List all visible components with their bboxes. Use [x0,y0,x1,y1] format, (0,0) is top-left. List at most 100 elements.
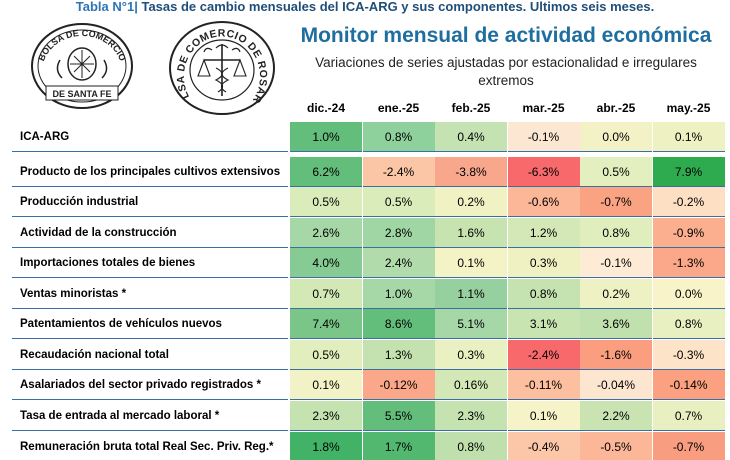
table-row: Recaudación nacional total 0.5% 1.3% 0.3% -2… [12,340,728,370]
row-label: Actividad de la construcción [12,218,290,248]
value-cell: 0.7% [290,279,362,309]
column-header: abr.-25 [596,101,636,115]
value-cell: -0.12% [362,370,435,400]
row-label: Patentamientos de vehículos nuevos [12,309,290,339]
column-header: dic.-24 [306,101,345,115]
value-cell: 2.2% [580,401,652,431]
row-label: Tasa de entrada al mercado laboral * [12,401,290,431]
value-cell: 0.5% [290,187,362,217]
value-cell: -0.1% [507,122,580,152]
value-cell: -0.7% [580,187,652,217]
value-cell: 3.1% [507,309,580,339]
subtitle-line-2: extremos [478,73,534,88]
value-cell: -0.11% [507,370,580,400]
value-cell: -0.6% [507,187,580,217]
value-cell: 6.2% [290,157,362,187]
table-row: Actividad de la construcción 2.6% 2.8% 1.6%… [12,218,728,248]
value-cell: 0.8% [435,432,507,460]
value-cell: -0.14% [652,370,725,400]
value-cell: 0.1% [652,122,725,152]
value-cell: 0.16% [435,370,507,400]
value-cell: 0.5% [580,157,652,187]
value-cell: 0.8% [507,279,580,309]
subtitle-line-1: Variaciones de series ajustadas por esta… [315,55,697,70]
row-label: Asalariados del sector privado registrad… [12,370,290,400]
value-cell: -2.4% [362,157,435,187]
value-cell: 0.1% [435,248,507,278]
value-cell: 4.0% [290,248,362,278]
value-cell: -0.4% [507,432,580,460]
table-row: Remuneración bruta total Real Sec. Priv.… [12,432,728,460]
bolsa-rosario-logo: BOLSA DE COMERCIO DE ROSARIO [160,20,284,116]
column-header: may.-25 [666,101,711,115]
table-row: Tasa de entrada al mercado laboral * 2.3%… [12,401,728,431]
table-row: Patentamientos de vehículos nuevos 7.4% 8.… [12,309,728,339]
table-row: ICA-ARG 1.0% 0.8% 0.4% -0.1% 0.0% 0.1% [12,122,728,152]
table-row: Asalariados del sector privado registrad… [12,370,728,400]
value-cell: 0.7% [652,401,725,431]
column-header: feb.-25 [451,101,491,115]
value-cell: 0.4% [435,122,507,152]
bolsa-santa-fe-logo: BOLSA DE COMERCIO DE SANTA FE [20,20,144,112]
value-cell: 7.4% [290,309,362,339]
value-cell: 0.8% [362,122,435,152]
value-cell: 0.0% [652,279,725,309]
row-label: ICA-ARG [12,122,290,152]
value-cell: -0.3% [652,340,725,370]
value-cell: -6.3% [507,157,580,187]
value-cell: 5.5% [362,401,435,431]
value-cell: 1.1% [435,279,507,309]
value-cell: -2.4% [507,340,580,370]
column-header: mar.-25 [522,101,565,115]
row-label: Importaciones totales de bienes [12,248,290,278]
value-cell: 3.6% [580,309,652,339]
row-label: Ventas minoristas * [12,279,290,309]
value-cell: 7.9% [652,157,725,187]
column-header: ene.-25 [377,101,420,115]
value-cell: 0.0% [580,122,652,152]
value-cell: 0.5% [362,187,435,217]
value-cell: -1.3% [652,248,725,278]
table-row: Ventas minoristas * 0.7% 1.0% 1.1% 0.8% 0.2% 0… [12,279,728,309]
svg-text:DE SANTA FE: DE SANTA FE [52,89,111,99]
row-label: Producto de los principales cultivos ext… [12,157,290,187]
value-cell: -0.1% [580,248,652,278]
value-cell: 0.1% [290,370,362,400]
value-cell: 1.0% [290,122,362,152]
row-label: Producción industrial [12,187,290,217]
value-cell: 0.8% [652,309,725,339]
value-cell: 1.7% [362,432,435,460]
value-cell: 8.6% [362,309,435,339]
value-cell: 5.1% [435,309,507,339]
value-cell: 1.0% [362,279,435,309]
value-cell: -0.04% [580,370,652,400]
value-cell: 0.3% [507,248,580,278]
value-cell: 2.8% [362,218,435,248]
table-caption: Tabla N°1| Tasas de cambio mensuales del… [0,0,730,16]
value-cell: 1.2% [507,218,580,248]
row-label: Remuneración bruta total Real Sec. Priv.… [12,432,290,460]
row-label: Recaudación nacional total [12,340,290,370]
value-cell: 1.3% [362,340,435,370]
value-cell: -0.5% [580,432,652,460]
value-cell: 0.2% [580,279,652,309]
value-cell: -0.9% [652,218,725,248]
value-cell: -3.8% [435,157,507,187]
page-title: Monitor mensual de actividad económica [300,24,712,47]
value-cell: 0.2% [435,187,507,217]
value-cell: 2.3% [290,401,362,431]
value-cell: 0.3% [435,340,507,370]
value-cell: -0.7% [652,432,725,460]
subtitle: Variaciones de series ajustadas por esta… [300,54,712,90]
value-cell: -1.6% [580,340,652,370]
value-cell: 0.1% [507,401,580,431]
value-cell: 1.8% [290,432,362,460]
table-row: Producto de los principales cultivos ext… [12,157,728,187]
value-cell: 2.4% [362,248,435,278]
value-cell: 0.8% [580,218,652,248]
table-row: Importaciones totales de bienes 4.0% 2.4% 0… [12,248,728,278]
value-cell: 0.5% [290,340,362,370]
table-label: Tabla N°1| [75,0,138,14]
value-cell: 1.6% [435,218,507,248]
value-cell: 2.3% [435,401,507,431]
